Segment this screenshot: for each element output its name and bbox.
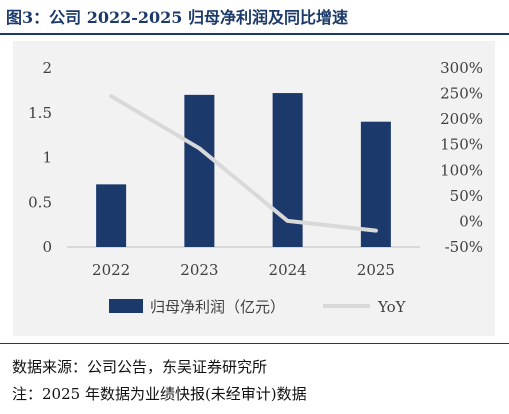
right-tick-label: 50% <box>450 187 483 205</box>
right-tick-label: 0% <box>459 212 483 230</box>
legend: 归母净利润（亿元） YoY <box>109 298 407 316</box>
chart-svg: 00.511.52 -50%0%50%100%150%200%250%300% … <box>28 59 483 316</box>
footnote: 注：2025 年数据为业绩快报(未经审计)数据 <box>12 385 307 403</box>
legend-line-label: YoY <box>377 298 407 316</box>
yoy-line <box>109 94 378 233</box>
yoy-point <box>197 146 201 150</box>
source-divider <box>0 343 509 344</box>
line-series <box>109 94 378 233</box>
x-axis: 2022 2023 2024 2025 <box>92 261 395 279</box>
right-tick-label: 150% <box>440 136 483 154</box>
yoy-point <box>109 94 113 98</box>
right-axis: -50% 0% 50% 100% 150% 200% 250% 300% <box>440 59 483 256</box>
left-tick-label: 1 <box>42 149 52 167</box>
right-tick-label: 250% <box>440 85 483 103</box>
left-tick-label: 2 <box>42 59 52 77</box>
left-tick-label: 1.5 <box>28 104 52 122</box>
right-tick-label: -50% <box>445 238 483 256</box>
yoy-point <box>374 229 378 233</box>
title-divider <box>0 33 509 35</box>
x-tick-label: 2023 <box>180 261 218 279</box>
x-tick-label: 2025 <box>357 261 395 279</box>
bar <box>184 94 215 247</box>
x-tick-label: 2024 <box>269 261 307 279</box>
left-tick-label: 0 <box>42 238 52 256</box>
bar <box>360 121 391 247</box>
right-tick-label: 100% <box>440 161 483 179</box>
bar-series <box>96 93 391 247</box>
left-axis: 0 0.5 1 1.5 2 <box>28 59 52 256</box>
figure-title: 图3：公司 2022-2025 归母净利润及同比增速 <box>6 8 348 27</box>
bar <box>96 184 127 247</box>
left-tick-label: 0.5 <box>28 193 52 211</box>
legend-bar-swatch <box>109 299 143 313</box>
x-tick-label: 2022 <box>92 261 130 279</box>
right-tick-label: 300% <box>440 59 483 77</box>
chart-area <box>13 41 495 336</box>
right-tick-label: 200% <box>440 110 483 128</box>
source-note: 数据来源：公司公告，东吴证券研究所 <box>12 358 268 376</box>
yoy-point <box>286 219 290 223</box>
legend-bar-label: 归母净利润（亿元） <box>150 298 285 316</box>
